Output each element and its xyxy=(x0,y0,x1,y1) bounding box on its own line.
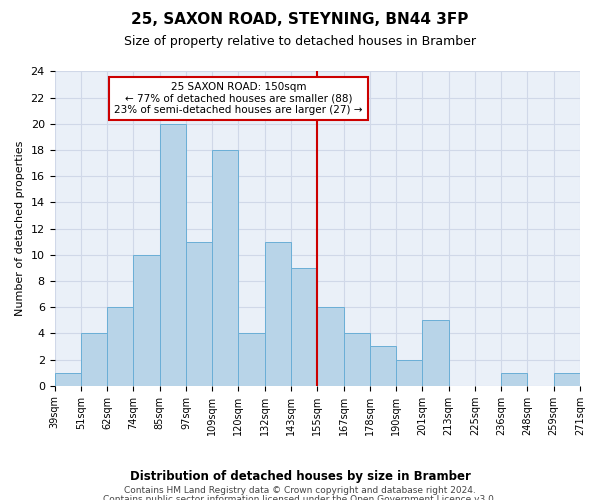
Bar xyxy=(344,334,370,386)
Y-axis label: Number of detached properties: Number of detached properties xyxy=(15,141,25,316)
Bar xyxy=(212,150,238,386)
Text: Contains HM Land Registry data © Crown copyright and database right 2024.: Contains HM Land Registry data © Crown c… xyxy=(124,486,476,495)
Bar xyxy=(160,124,186,386)
Bar xyxy=(265,242,291,386)
Bar xyxy=(291,268,317,386)
Bar xyxy=(107,307,133,386)
Text: Distribution of detached houses by size in Bramber: Distribution of detached houses by size … xyxy=(130,470,470,483)
Bar xyxy=(55,372,81,386)
Text: 25, SAXON ROAD, STEYNING, BN44 3FP: 25, SAXON ROAD, STEYNING, BN44 3FP xyxy=(131,12,469,28)
Bar xyxy=(81,334,107,386)
Bar xyxy=(422,320,449,386)
Bar xyxy=(317,307,344,386)
Bar xyxy=(133,255,160,386)
Text: 25 SAXON ROAD: 150sqm
← 77% of detached houses are smaller (88)
23% of semi-deta: 25 SAXON ROAD: 150sqm ← 77% of detached … xyxy=(114,82,362,115)
Bar xyxy=(370,346,396,386)
Bar xyxy=(501,372,527,386)
Bar xyxy=(186,242,212,386)
Text: Contains public sector information licensed under the Open Government Licence v3: Contains public sector information licen… xyxy=(103,495,497,500)
Bar xyxy=(238,334,265,386)
Text: Size of property relative to detached houses in Bramber: Size of property relative to detached ho… xyxy=(124,35,476,48)
Bar xyxy=(554,372,580,386)
Bar xyxy=(396,360,422,386)
